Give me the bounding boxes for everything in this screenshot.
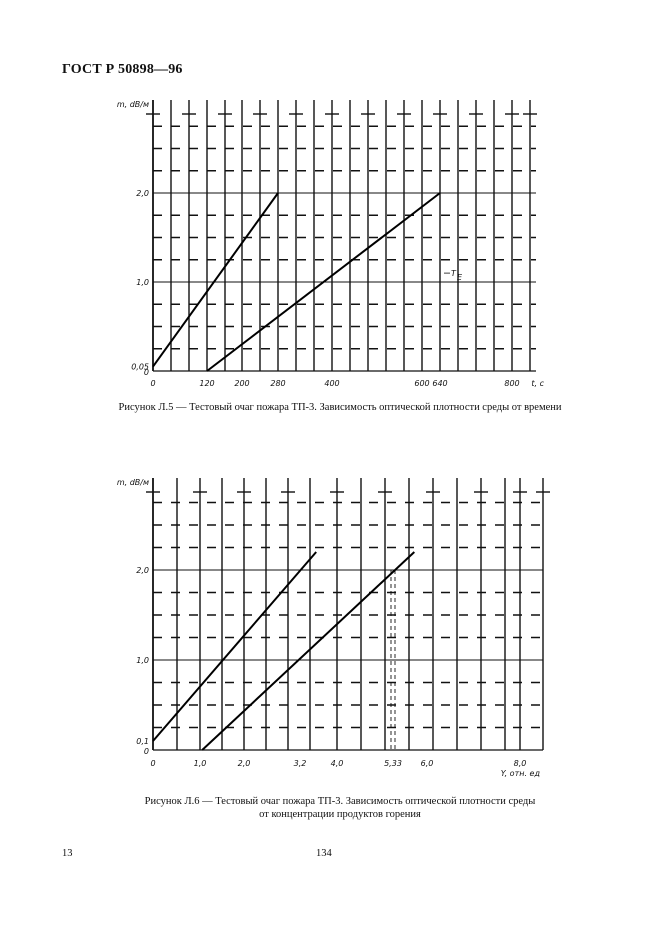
x-axis-label: Y, отн. ед: [501, 769, 541, 778]
y-tick-label: 2,0: [136, 189, 149, 198]
annotation-subscript: E: [457, 273, 463, 282]
x-tick-label: 4,0: [331, 759, 344, 768]
figure-caption-l6-line2: от концентрации продуктов горения: [259, 809, 421, 820]
series-line-2: [206, 192, 441, 372]
x-tick-label: 5,33: [384, 759, 402, 768]
x-tick-label: 3,2: [294, 759, 307, 768]
annotation-label: T: [451, 269, 457, 278]
y-tick-label: 2,0: [136, 566, 149, 575]
x-tick-label: 8,0: [514, 759, 527, 768]
y-tick-label: 0,05: [131, 363, 149, 372]
document-header: ГОСТ Р 50898—96: [62, 62, 183, 77]
chart-optical-density-vs-time: 00,05 1,0 2,0 0 120 200 280 400 600 640 800 m, dB/м…: [117, 100, 545, 388]
y-tick-label: 0,1: [136, 737, 149, 746]
x-axis-label: t, с: [531, 379, 544, 388]
x-tick-label: 400: [324, 379, 339, 388]
x-tick-label: 280: [270, 379, 285, 388]
y-tick-label: 1,0: [136, 278, 149, 287]
figure-caption-l6: Рисунок Л.6 — Тестовый очаг пожара ТП-3.…: [60, 795, 620, 821]
series-line-1: [152, 192, 279, 368]
page-number-left: 13: [62, 848, 73, 859]
x-tick-label: 6,0: [421, 759, 434, 768]
x-tick-label: 640: [432, 379, 447, 388]
y-tick-label: 0: [144, 747, 149, 756]
chart-optical-density-vs-concentration: 00,11,02,00 1,0 2,0 3,2 4,0 5,33 6,0 8,0m, dB/м…: [117, 478, 550, 778]
x-tick-label: 2,0: [238, 759, 251, 768]
x-tick-label: 1,0: [194, 759, 207, 768]
figure-caption-l6-line1: Рисунок Л.6 — Тестовый очаг пожара ТП-3.…: [144, 796, 536, 807]
y-tick-label: 0: [144, 368, 149, 377]
x-tick-label: 200: [234, 379, 249, 388]
y-axis-label: m, dB/м: [117, 100, 149, 109]
x-tick-label: 0: [150, 759, 155, 768]
figure-caption-l5: Рисунок Л.5 — Тестовый очаг пожара ТП-3.…: [118, 402, 562, 413]
x-tick-label: 800: [504, 379, 519, 388]
series-line-1: [152, 551, 317, 742]
y-tick-label: 1,0: [136, 656, 149, 665]
y-axis-label: m, dB/м: [117, 478, 149, 487]
x-tick-label: 600: [414, 379, 429, 388]
x-tick-label: 120: [199, 379, 214, 388]
page-number-center: 134: [316, 848, 332, 859]
series-line-2: [201, 551, 415, 751]
x-tick-label: 0: [150, 379, 155, 388]
